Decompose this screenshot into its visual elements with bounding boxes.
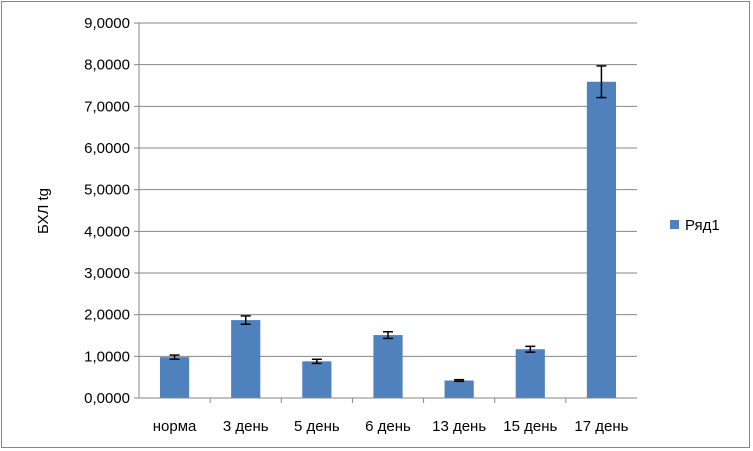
y-tick-label: 8,0000 — [84, 57, 130, 74]
x-category-label: 5 день — [294, 418, 340, 435]
y-axis-title: БХЛ tg — [35, 188, 52, 234]
x-category-label: норма — [153, 418, 197, 435]
y-tick-label: 4,0000 — [84, 223, 130, 240]
bar — [159, 357, 190, 398]
legend-swatch-ряд1 — [670, 220, 679, 229]
bar — [302, 361, 332, 398]
gridlines — [139, 22, 637, 357]
bar — [444, 380, 474, 398]
x-category-label: 15 день — [503, 418, 557, 435]
legend-label: Ряд1 — [685, 217, 720, 234]
x-category-label: 3 день — [223, 418, 269, 435]
y-tick-label: 6,0000 — [84, 140, 130, 157]
y-tick-label: 1,0000 — [84, 348, 130, 365]
bar — [373, 335, 403, 398]
y-tick-label: 0,0000 — [84, 390, 130, 407]
y-tick-label: 9,0000 — [84, 15, 130, 32]
y-tick-labels: 0,0000 1,0000 2,0000 3,0000 4,0000 5,0000 6,00… — [84, 15, 139, 407]
x-category-label: 17 день — [574, 418, 628, 435]
bar — [586, 81, 617, 398]
axes — [138, 23, 637, 403]
y-tick-label: 7,0000 — [84, 98, 130, 115]
legend: Ряд1 — [670, 217, 720, 234]
y-tick-label: 5,0000 — [84, 182, 130, 199]
x-category-label: 13 день — [432, 418, 486, 435]
bar — [231, 320, 261, 398]
bars — [159, 65, 617, 398]
y-tick-label: 2,0000 — [84, 307, 130, 324]
y-tick-label: 3,0000 — [84, 265, 130, 282]
x-category-label: 6 день — [365, 418, 411, 435]
x-category-labels: норма 3 день 5 день 6 день 13 день 15 день 17 … — [153, 418, 629, 435]
bar — [515, 349, 545, 398]
